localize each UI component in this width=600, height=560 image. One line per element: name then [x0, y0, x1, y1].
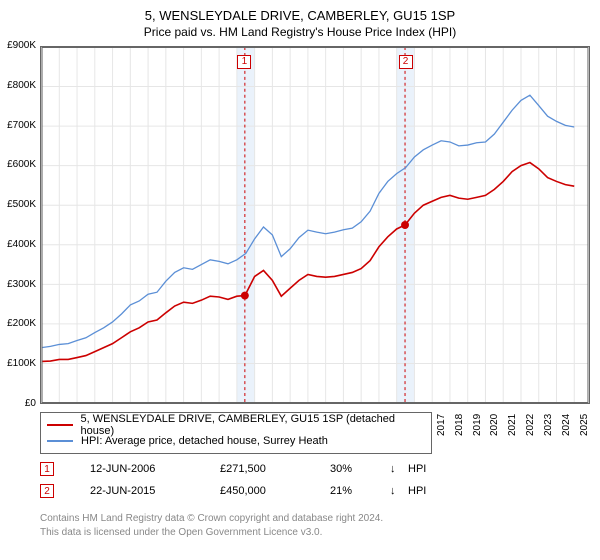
- x-tick-label: 2020: [489, 414, 500, 436]
- x-tick-label: 2019: [472, 414, 483, 436]
- chart-marker-badge: 1: [237, 55, 251, 69]
- y-tick-label: £900K: [0, 40, 36, 51]
- marker-suffix: HPI: [408, 485, 426, 497]
- chart-marker-badge: 2: [399, 55, 413, 69]
- y-tick-label: £0: [0, 398, 36, 409]
- marker-price: £271,500: [220, 463, 330, 475]
- legend-label: HPI: Average price, detached house, Surr…: [81, 435, 328, 447]
- y-tick-label: £400K: [0, 239, 36, 250]
- y-tick-label: £200K: [0, 318, 36, 329]
- y-tick-label: £500K: [0, 199, 36, 210]
- down-arrow-icon: ↓: [390, 485, 408, 497]
- y-tick-label: £800K: [0, 80, 36, 91]
- legend-swatch: [47, 440, 73, 442]
- marker-suffix: HPI: [408, 463, 426, 475]
- marker-badge: 1: [40, 462, 54, 476]
- marker-price: £450,000: [220, 485, 330, 497]
- marker-row: 2 22-JUN-2015 £450,000 21% ↓ HPI: [40, 480, 580, 502]
- plot-area: £0£100K£200K£300K£400K£500K£600K£700K£80…: [40, 46, 590, 404]
- footer-line-1: Contains HM Land Registry data © Crown c…: [40, 512, 584, 526]
- chart-container: 5, WENSLEYDALE DRIVE, CAMBERLEY, GU15 1S…: [0, 0, 600, 560]
- y-tick-label: £100K: [0, 358, 36, 369]
- y-tick-label: £300K: [0, 279, 36, 290]
- x-tick-label: 2017: [436, 414, 447, 436]
- x-tick-label: 2024: [561, 414, 572, 436]
- down-arrow-icon: ↓: [390, 463, 408, 475]
- legend-box: 5, WENSLEYDALE DRIVE, CAMBERLEY, GU15 1S…: [40, 412, 432, 454]
- legend-label: 5, WENSLEYDALE DRIVE, CAMBERLEY, GU15 1S…: [81, 413, 426, 437]
- title-line-2: Price paid vs. HM Land Registry's House …: [0, 23, 600, 39]
- marker-date: 22-JUN-2015: [90, 485, 220, 497]
- marker-date: 12-JUN-2006: [90, 463, 220, 475]
- footer-line-2: This data is licensed under the Open Gov…: [40, 526, 584, 540]
- y-tick-label: £600K: [0, 159, 36, 170]
- marker-badge: 2: [40, 484, 54, 498]
- x-tick-label: 2021: [507, 414, 518, 436]
- title-line-1: 5, WENSLEYDALE DRIVE, CAMBERLEY, GU15 1S…: [0, 0, 600, 23]
- marker-pct: 30%: [330, 463, 390, 475]
- legend-row: 5, WENSLEYDALE DRIVE, CAMBERLEY, GU15 1S…: [47, 417, 425, 433]
- x-tick-label: 2025: [579, 414, 590, 436]
- y-tick-label: £700K: [0, 120, 36, 131]
- chart-svg: [40, 46, 590, 404]
- x-tick-label: 2022: [525, 414, 536, 436]
- legend-swatch: [47, 424, 73, 426]
- footer-text: Contains HM Land Registry data © Crown c…: [40, 512, 584, 539]
- x-tick-label: 2023: [543, 414, 554, 436]
- marker-pct: 21%: [330, 485, 390, 497]
- marker-table: 1 12-JUN-2006 £271,500 30% ↓ HPI 2 22-JU…: [40, 458, 580, 502]
- x-tick-label: 2018: [454, 414, 465, 436]
- marker-row: 1 12-JUN-2006 £271,500 30% ↓ HPI: [40, 458, 580, 480]
